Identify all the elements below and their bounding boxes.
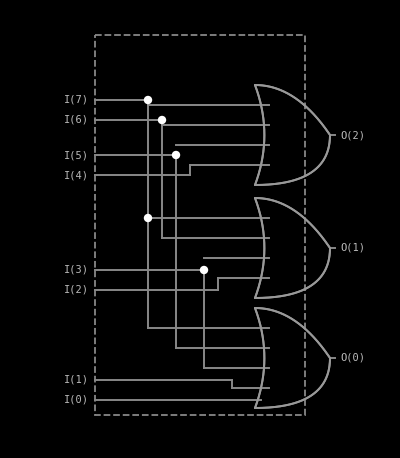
Circle shape [172,152,180,158]
Text: O(2): O(2) [340,130,365,140]
Circle shape [144,97,152,104]
Circle shape [158,116,166,124]
Text: I(4): I(4) [64,170,89,180]
Text: I(1): I(1) [64,375,89,385]
Bar [95,35,305,415]
Text: I(6): I(6) [64,115,89,125]
Text: O(1): O(1) [340,243,365,253]
Text: I(5): I(5) [64,150,89,160]
Text: I(3): I(3) [64,265,89,275]
Text: I(7): I(7) [64,95,89,105]
Text: I(0): I(0) [64,395,89,405]
Text: O(0): O(0) [340,353,365,363]
Circle shape [200,267,208,273]
Text: I(2): I(2) [64,285,89,295]
Circle shape [144,214,152,222]
